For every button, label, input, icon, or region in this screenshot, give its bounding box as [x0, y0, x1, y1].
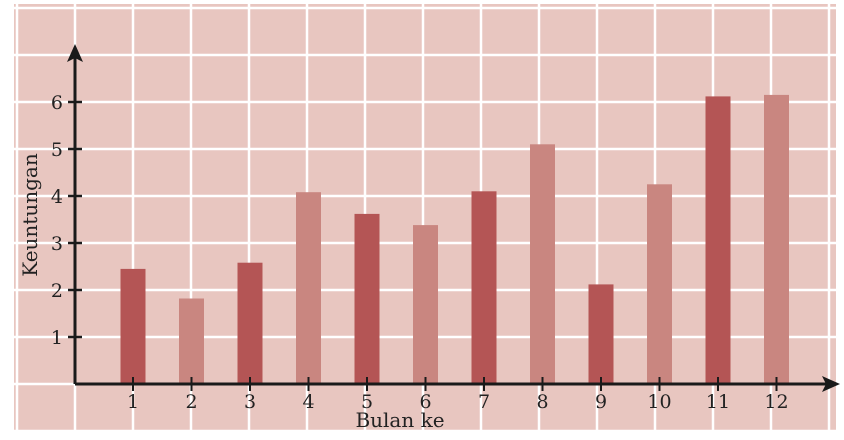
y-axis-label: Keuntungan	[18, 153, 42, 277]
bars	[120, 94, 789, 385]
y-tick-label: 3	[51, 233, 63, 255]
bar-5	[354, 213, 380, 384]
y-tick-label: 1	[51, 327, 63, 349]
bar-6	[413, 225, 438, 384]
x-tick-label: 12	[764, 391, 788, 413]
x-axis-label: Bulan ke	[355, 408, 444, 432]
y-tick-label: 4	[51, 186, 63, 208]
x-tick-label: 8	[536, 391, 548, 413]
x-tick-label: 6	[419, 391, 431, 413]
y-tick-label: 5	[51, 139, 63, 161]
bar-10	[647, 184, 672, 385]
x-tick-label: 1	[127, 391, 139, 413]
bar-11	[705, 96, 731, 385]
bar-1	[120, 268, 146, 385]
bar-2	[179, 298, 204, 384]
y-axis-arrow-icon	[67, 44, 83, 62]
x-tick-label: 3	[244, 391, 256, 413]
bar-3	[237, 262, 263, 384]
x-tick-label: 11	[706, 391, 730, 413]
bar-4	[296, 192, 321, 384]
bar-12	[764, 94, 789, 385]
bar-7	[471, 191, 497, 384]
x-tick-label: 10	[647, 391, 671, 413]
x-tick-label: 7	[478, 391, 490, 413]
x-axis-arrow-icon	[822, 376, 840, 392]
x-tick-label: 2	[185, 391, 197, 413]
axes	[67, 44, 840, 392]
bar-8	[530, 144, 555, 384]
y-tick-label: 2	[51, 280, 63, 302]
bar-9	[588, 284, 614, 384]
x-tick-label: 9	[595, 391, 607, 413]
y-tick-label: 6	[51, 92, 63, 114]
x-tick-label: 5	[361, 391, 373, 413]
x-tick-label: 4	[302, 391, 314, 413]
